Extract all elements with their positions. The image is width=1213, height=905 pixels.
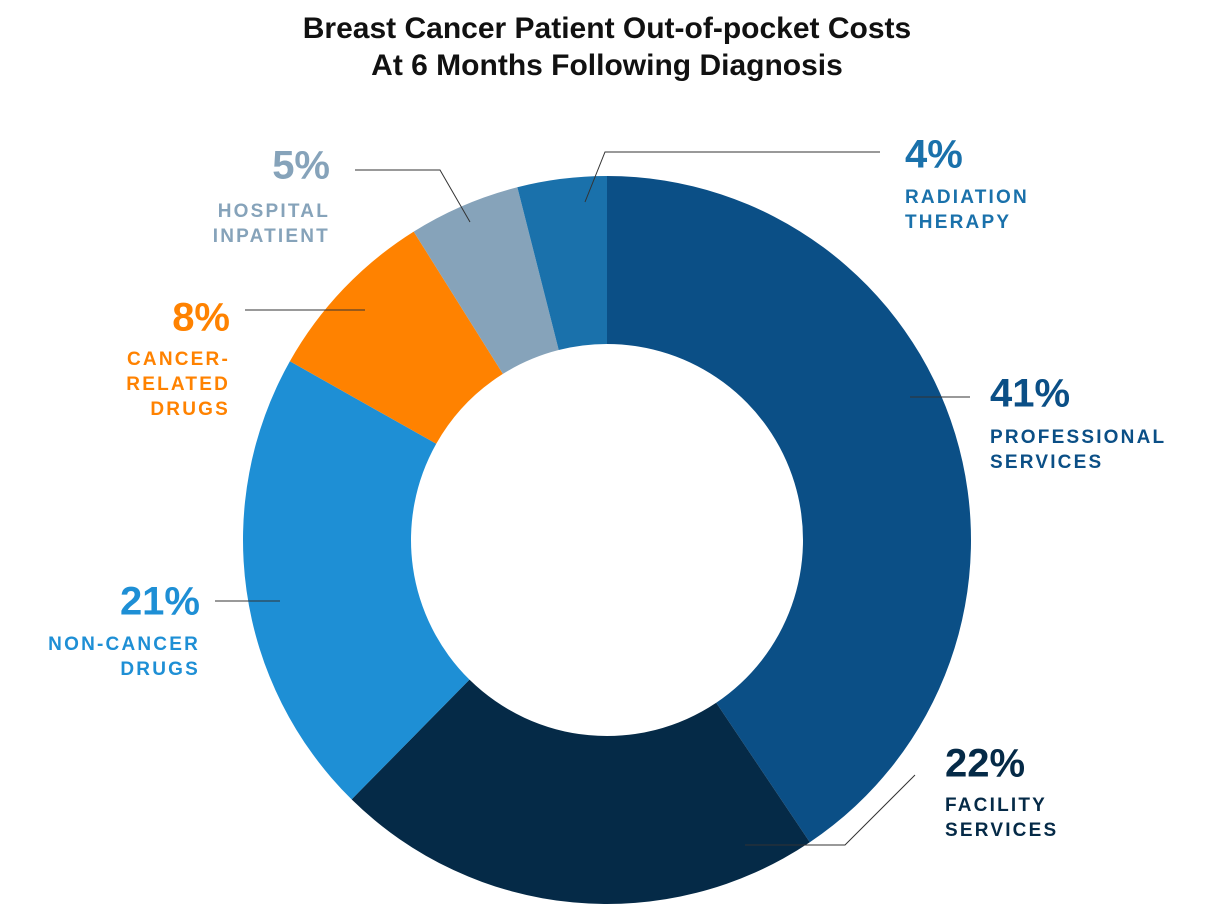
donut-slice [607,176,972,843]
value-label: 21% [120,580,200,624]
value-label: 4% [905,133,963,177]
leader-line [745,774,916,846]
category-label: FACILITY SERVICES [945,795,1058,841]
category-label: NON-CANCER DRUGS [48,634,200,680]
category-label: PROFESSIONAL SERVICES [990,427,1166,473]
donut-slice [243,361,470,800]
value-label: 22% [945,742,1025,786]
donut-slice [413,187,559,374]
value-label: 5% [272,144,330,188]
value-label: 8% [172,296,230,340]
value-label: 41% [990,372,1070,416]
leader-line [355,169,471,223]
chart-subtitle: At 6 Months Following Diagnosis [371,49,843,82]
category-label: HOSPITAL INPATIENT [213,201,330,247]
chart-title: Breast Cancer Patient Out-of-pocket Cost… [303,12,911,45]
donut-slice [517,176,607,351]
category-label: CANCER-RELATED DRUGS [126,349,230,420]
leader-line [584,151,880,203]
donut-slice [289,231,503,444]
category-label: RADIATION THERAPY [905,187,1029,233]
donut-slice [351,679,810,904]
